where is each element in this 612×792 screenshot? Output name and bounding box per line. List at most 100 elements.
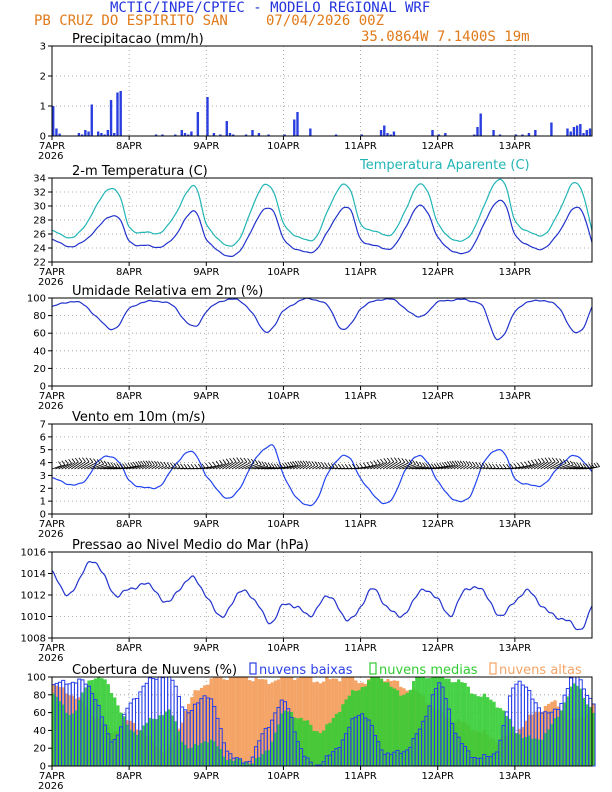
- humidity-panel-ytick-label: 0: [40, 382, 46, 393]
- wind-barb: [360, 465, 370, 470]
- cloud-bar-mid: [309, 724, 313, 766]
- wind-barb: [318, 465, 325, 470]
- wind-barb-flag: [412, 460, 416, 465]
- wind-barb: [206, 465, 216, 470]
- wind-barb-flag: [366, 461, 371, 467]
- wind-barb: [402, 464, 416, 470]
- header-run-time: 07/04/2026 00Z: [266, 13, 385, 29]
- pressure-panel-ytick-label: 1010: [21, 612, 46, 623]
- precip-bar: [437, 134, 441, 136]
- precip-bar: [383, 125, 386, 136]
- clouds-panel-ytick-label: 60: [33, 708, 46, 719]
- wind-barb: [489, 467, 496, 470]
- cloud-bar-mid: [379, 678, 384, 766]
- wind-barb: [363, 464, 374, 470]
- wind-barb-flag: [317, 461, 322, 467]
- wind-barb: [556, 463, 570, 470]
- cloud-bar-mid: [553, 718, 557, 766]
- wind-barb-flag: [201, 463, 206, 468]
- cloud-bar-high: [206, 684, 210, 766]
- pressure-panel-xtick-label: 7APR: [39, 643, 65, 654]
- wind-barb-flag: [122, 463, 126, 468]
- cloud-bar-mid: [322, 730, 326, 766]
- wind-barb-flag: [154, 460, 158, 466]
- precip-panel-xtick-label: 9APR: [193, 141, 219, 152]
- cloud-bar-mid: [485, 697, 490, 766]
- wind-barb: [209, 464, 220, 470]
- wind-barb-flag: [499, 464, 503, 469]
- cloud-bar-mid: [457, 679, 461, 766]
- cloud-bar-high: [232, 677, 236, 766]
- wind-barb: [292, 464, 301, 470]
- wind-barb: [254, 465, 269, 470]
- wind-barb: [257, 466, 272, 470]
- precip-panel-xtick-label: 11APR: [344, 141, 377, 152]
- cloud-bar-mid: [582, 697, 586, 766]
- wind-barb: [90, 463, 104, 470]
- wind-barb-flag: [524, 461, 528, 466]
- temperature-panel-ytick-label: 26: [33, 230, 46, 241]
- pressure-panel-title: Pressao ao Nivel Medio do Mar (hPa): [72, 538, 309, 553]
- wind-barb: [83, 462, 97, 470]
- cloud-bar-high: [222, 679, 226, 766]
- cloud-bar-mid: [161, 715, 165, 766]
- wind-barb: [514, 465, 525, 470]
- precip-bar: [479, 113, 482, 136]
- wind-barb-flag: [173, 462, 177, 468]
- precip-bar: [360, 134, 363, 136]
- header-coords: 35.0864W 7.1400S 19m: [361, 29, 530, 45]
- wind-barb-flag: [433, 463, 438, 468]
- wind-barb-flag: [124, 463, 129, 468]
- wind-barb: [328, 467, 335, 470]
- cloud-bar-mid: [199, 743, 204, 766]
- wind-barb-flag: [190, 464, 195, 469]
- cloud-bar-high: [264, 679, 268, 766]
- cloud-bar-mid: [466, 686, 470, 766]
- cloud-bar-mid: [251, 763, 255, 766]
- clouds-panel-xtick-label: 10APR: [267, 771, 300, 782]
- cloud-bar-mid: [572, 683, 577, 766]
- cloud-bar-mid: [592, 712, 596, 766]
- wind-barb-flag: [576, 462, 581, 467]
- wind-barb-flag: [397, 457, 402, 463]
- wind-barb-flag: [478, 462, 483, 467]
- wind-barb-flag: [341, 463, 345, 469]
- humidity-panel-ytick-label: 40: [33, 346, 46, 357]
- header-title: MCTIC/INPE/CPTEC - MODELO REGIONAL WRF: [110, 0, 431, 16]
- precip-bar: [476, 127, 479, 136]
- cloud-bar-mid: [412, 681, 416, 766]
- precip-bar: [534, 130, 537, 136]
- cloud-bar-mid: [167, 709, 172, 766]
- cloud-bar-mid: [164, 711, 168, 766]
- wind-barb-flag: [264, 462, 269, 467]
- wind-barb-flag: [85, 457, 90, 463]
- wind-barb-flag: [183, 463, 188, 469]
- wind-barb-flag: [68, 458, 72, 464]
- wind-barb-flag: [314, 461, 319, 466]
- wind-barb-flag: [446, 461, 451, 466]
- temperature-panel-xtick-label: 11APR: [344, 267, 377, 278]
- wind-barb-flag: [359, 463, 363, 468]
- wind-barb-flag: [593, 462, 598, 468]
- cloud-bar-mid: [338, 711, 342, 766]
- cloud-bar-mid: [296, 718, 300, 766]
- wind-barb-flag: [261, 461, 266, 466]
- cloud-bar-mid: [424, 678, 429, 766]
- wind-barb-flag: [279, 463, 284, 468]
- wind-barb-flag: [405, 458, 409, 464]
- cloud-bar-mid: [90, 680, 94, 766]
- wind-barb: [382, 461, 394, 470]
- wind-barb-flag: [100, 459, 105, 465]
- cloud-bar-mid: [109, 692, 114, 766]
- precip-bar: [444, 133, 447, 136]
- wind-barb: [135, 464, 144, 470]
- clouds-panel-ytick-label: 0: [40, 762, 46, 773]
- wind-barb: [100, 466, 114, 470]
- precip-bar: [392, 131, 396, 136]
- cloud-bar-mid: [273, 732, 278, 766]
- wind-barb-flag: [352, 463, 356, 469]
- cloud-bar-mid: [312, 730, 316, 766]
- wind-barb-flag: [551, 457, 556, 463]
- cloud-bar-high: [540, 711, 544, 766]
